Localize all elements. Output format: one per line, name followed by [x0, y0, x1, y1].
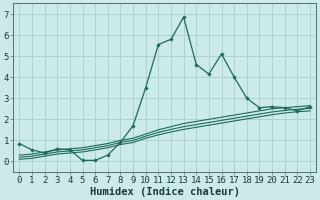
X-axis label: Humidex (Indice chaleur): Humidex (Indice chaleur)	[90, 186, 240, 197]
